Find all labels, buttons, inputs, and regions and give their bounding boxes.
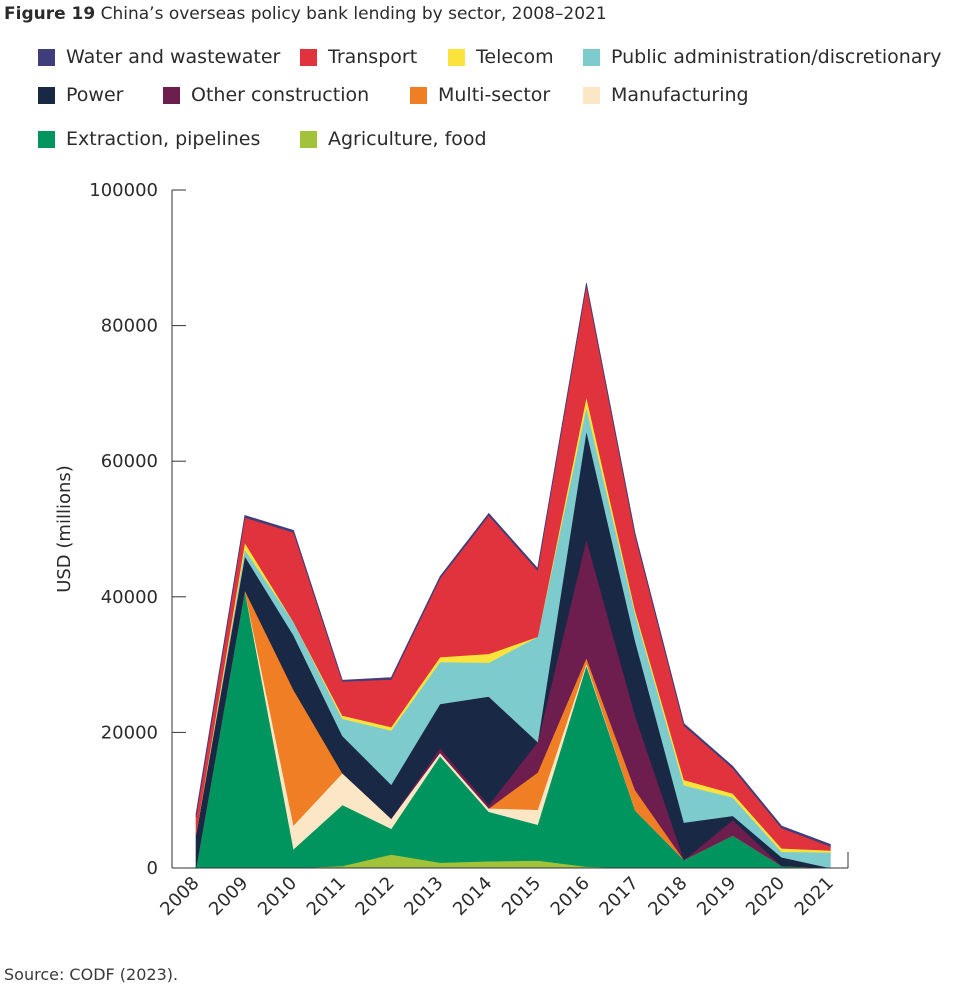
figure-title: Figure 19 China’s overseas policy bank l… — [4, 4, 607, 24]
legend-item-manufacturing: Manufacturing — [583, 84, 749, 106]
legend-label: Water and wastewater — [66, 46, 281, 68]
legend-item-water-and-wastewater: Water and wastewater — [38, 46, 280, 68]
y-tick-label: 60000 — [101, 451, 158, 472]
figure-label: Figure 19 — [4, 4, 96, 24]
y-tick-label: 20000 — [101, 722, 158, 743]
x-tick-label: 2010 — [254, 873, 301, 920]
x-tick-label: 2014 — [449, 873, 496, 920]
legend-swatch — [410, 86, 427, 104]
legend-swatch — [583, 48, 600, 66]
legend-item-agriculture-food: Agriculture, food — [300, 128, 487, 150]
figure-title-text: China’s overseas policy bank lending by … — [100, 4, 607, 24]
x-tick-label: 2012 — [351, 873, 398, 920]
legend-swatch — [38, 86, 55, 104]
legend-item-telecom: Telecom — [448, 46, 554, 68]
x-tick-label: 2016 — [547, 873, 594, 920]
legend-item-extraction-pipelines: Extraction, pipelines — [38, 128, 260, 150]
legend-item-other-construction: Other construction — [163, 84, 369, 106]
legend-label: Multi-sector — [438, 84, 551, 106]
y-tick-label: 40000 — [101, 587, 158, 608]
legend-swatch — [163, 86, 180, 104]
x-tick-label: 2009 — [205, 873, 252, 920]
x-tick-label: 2018 — [644, 873, 691, 920]
legend-label: Manufacturing — [611, 84, 749, 106]
legend-item-transport: Transport — [300, 46, 417, 68]
legend-label: Public administration/discretionary — [611, 46, 942, 68]
x-tick-label: 2011 — [303, 873, 350, 920]
x-tick-label: 2008 — [156, 873, 203, 920]
legend-swatch — [300, 130, 317, 148]
source-note: Source: CODF (2023). — [4, 965, 179, 984]
y-tick-label: 80000 — [101, 316, 158, 337]
legend-item-multi-sector: Multi-sector — [410, 84, 550, 106]
x-tick-label: 2015 — [498, 873, 545, 920]
legend-swatch — [38, 48, 55, 66]
legend-swatch — [448, 48, 465, 66]
legend-item-power: Power — [38, 84, 123, 106]
legend-swatch — [583, 86, 600, 104]
legend-label: Extraction, pipelines — [66, 128, 261, 150]
x-tick-label: 2021 — [791, 873, 838, 920]
area-water-and-wastewater — [195, 282, 831, 847]
legend-swatch — [300, 48, 317, 66]
legend-label: Telecom — [476, 46, 554, 68]
x-tick-label: 2017 — [595, 873, 642, 920]
y-axis-title: USD (millions) — [54, 465, 75, 593]
legend-swatch — [38, 130, 55, 148]
legend-label: Power — [66, 84, 124, 106]
x-tick-label: 2013 — [400, 873, 447, 920]
area-layers — [195, 282, 831, 869]
legend-label: Agriculture, food — [328, 128, 487, 150]
legend-label: Other construction — [191, 84, 370, 106]
legend-label: Transport — [328, 46, 418, 68]
y-tick-label: 100000 — [89, 180, 158, 201]
y-tick-label: 0 — [147, 858, 158, 879]
x-tick-label: 2020 — [742, 873, 789, 920]
x-tick-label: 2019 — [693, 873, 740, 920]
legend-item-public-administration-discretionary: Public administration/discretionary — [583, 46, 942, 68]
